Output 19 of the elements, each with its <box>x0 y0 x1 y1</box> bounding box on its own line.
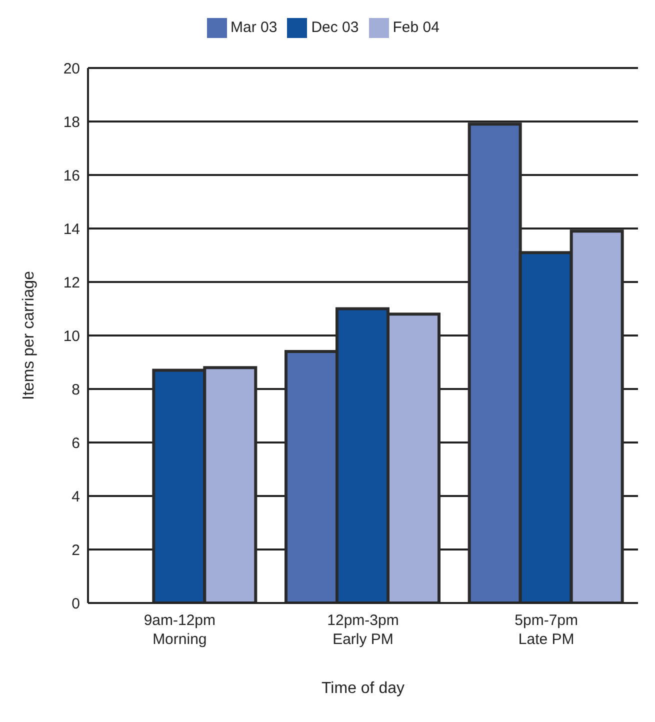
y-tick-label: 12 <box>63 274 80 292</box>
y-tick-label: 14 <box>63 220 80 238</box>
x-tick-label: 12pm-3pm Early PM <box>327 612 399 648</box>
x-tick-label: 9am-12pm Morning <box>144 612 216 648</box>
legend-label: Feb 04 <box>392 18 440 36</box>
legend-label: Mar 03 <box>230 18 278 36</box>
y-tick-label: 4 <box>72 488 80 506</box>
y-tick-label: 10 <box>63 328 80 345</box>
y-tick-label: 18 <box>63 114 80 131</box>
y-tick-label: 20 <box>63 60 80 78</box>
x-axis-title: Time of day <box>322 680 404 697</box>
y-axis-title: Items per carriage <box>20 270 38 400</box>
y-tick-label: 2 <box>72 542 80 559</box>
x-tick-label: 5pm-7pm Late PM <box>514 612 578 648</box>
legend-label: Dec 03 <box>311 18 359 36</box>
y-tick-label: 8 <box>72 381 80 398</box>
y-tick-label: 16 <box>63 167 80 184</box>
y-tick-label: 0 <box>72 595 80 612</box>
y-tick-label: 6 <box>72 434 80 452</box>
